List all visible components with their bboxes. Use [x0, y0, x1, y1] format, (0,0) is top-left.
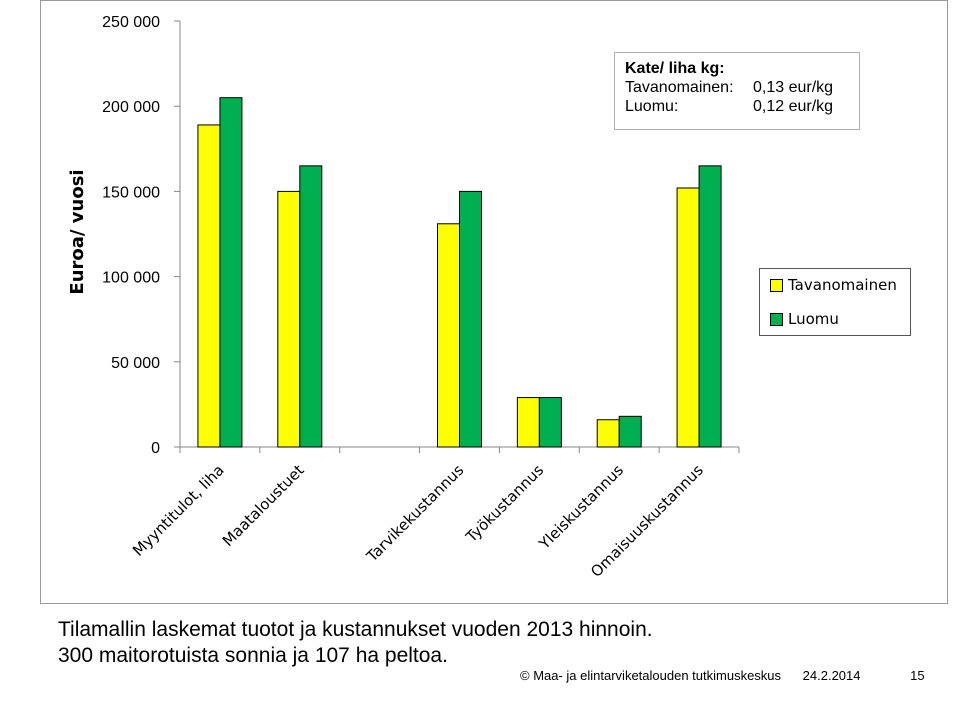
bar-tavanomainen-3	[437, 223, 460, 448]
bar-luomu-5	[618, 415, 642, 448]
bar-luomu-3	[459, 190, 482, 448]
chart-bars	[197, 97, 722, 448]
footer-copyright: © Maa- ja elintarviketalouden tutkimuske…	[520, 668, 782, 683]
x-category-label: Yleiskustannus	[535, 461, 627, 553]
y-tick-label: 100 000	[102, 270, 160, 287]
y-tick-label: 150 000	[102, 184, 160, 201]
bar-luomu-1	[299, 165, 323, 448]
x-category-label: Myyntitulot, liha	[129, 461, 228, 560]
bar-luomu-0	[219, 97, 243, 448]
footer: © Maa- ja elintarviketalouden tutkimuske…	[520, 668, 925, 683]
info-row-luomu: Luomu: 0,12 eur/kg	[625, 97, 859, 116]
y-tick-label: 250 000	[102, 14, 160, 31]
chart-legend: Tavanomainen Luomu	[759, 268, 911, 336]
bar-tavanomainen-4	[516, 397, 540, 448]
bar-tavanomainen-6	[676, 187, 700, 448]
info-row-value: 0,13 eur/kg	[753, 79, 834, 96]
info-row-value: 0,12 eur/kg	[753, 98, 834, 115]
info-row-label: Tavanomainen:	[625, 79, 734, 96]
legend-label: Luomu	[788, 310, 839, 328]
bar-luomu-6	[698, 165, 722, 448]
bar-tavanomainen-1	[277, 190, 301, 448]
y-tick-labels: 0 50 000 100 000 150 000 200 000 250 000	[102, 14, 160, 457]
legend-swatch-luomu	[770, 312, 783, 326]
y-tick-label: 200 000	[102, 99, 160, 116]
chart-frame	[40, 0, 948, 604]
bar-luomu-4	[538, 397, 562, 448]
footer-page-number: 15	[910, 668, 925, 683]
x-category-label: Työkustannus	[462, 461, 548, 547]
chart-axes	[174, 20, 740, 453]
bar-tavanomainen-5	[596, 419, 620, 448]
caption-line-2: 300 maitorotuista sonnia ja 107 ha pelto…	[58, 644, 448, 667]
legend-swatch-tavanomainen	[770, 278, 783, 292]
y-axis-label: Euroa/ vuosi	[67, 169, 88, 294]
info-box-title: Kate/ liha kg:	[625, 60, 725, 77]
caption-line-1: Tilamallin laskemat tuotot ja kustannuks…	[58, 618, 653, 641]
x-category-label: Tarvikekustannus	[362, 461, 467, 566]
info-row-tavanomainen: Tavanomainen: 0,13 eur/kg	[625, 78, 859, 97]
y-tick-label: 50 000	[111, 355, 160, 372]
bar-chart: 0 50 000 100 000 150 000 200 000 250 000 Myyn…	[67, 14, 740, 581]
y-tick-label: 0	[151, 440, 160, 457]
footer-date: 24.2.2014	[802, 668, 861, 683]
caption: Tilamallin laskemat tuotot ja kustannuks…	[58, 617, 653, 669]
info-row-label: Luomu:	[625, 98, 679, 115]
legend-item-tavanomainen: Tavanomainen	[770, 276, 897, 294]
margin-info-box: Kate/ liha kg: Tavanomainen: 0,13 eur/kg…	[614, 52, 860, 130]
bar-tavanomainen-0	[197, 124, 221, 448]
x-category-label: Maataloustuet	[219, 461, 308, 550]
legend-label: Tavanomainen	[788, 276, 897, 294]
legend-item-luomu: Luomu	[770, 310, 839, 328]
